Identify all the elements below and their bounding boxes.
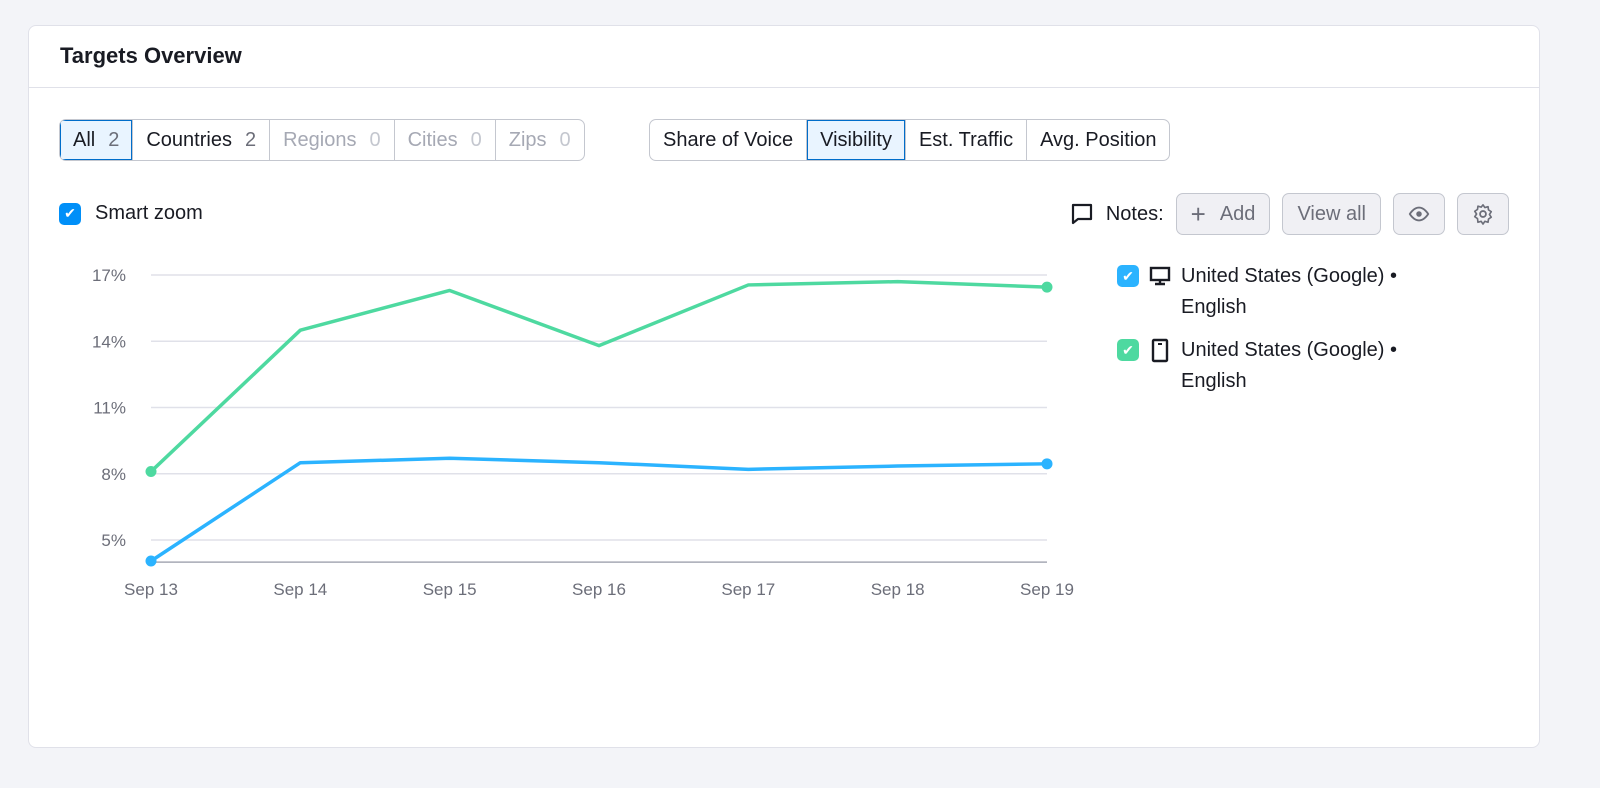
y-tick-label: 11% xyxy=(93,399,126,418)
smart-zoom-label: Smart zoom xyxy=(95,202,203,224)
x-tick-label: Sep 19 xyxy=(1020,580,1074,599)
settings-button[interactable] xyxy=(1457,193,1509,235)
x-tick-label: Sep 18 xyxy=(871,580,925,599)
checkbox-checked-icon: ✔ xyxy=(59,202,81,225)
x-tick-label: Sep 13 xyxy=(124,580,178,599)
data-point-mobile xyxy=(145,466,157,478)
y-tick-label: 17% xyxy=(92,266,126,285)
desktop-icon xyxy=(1149,266,1171,286)
tab-visibility[interactable]: Visibility xyxy=(807,120,906,160)
tab-count: 0 xyxy=(559,128,571,151)
tab-avg-position[interactable]: Avg. Position xyxy=(1040,128,1157,151)
legend-item-desktop[interactable]: ✔ United States (Google) • English xyxy=(1117,261,1441,323)
plus-icon: + xyxy=(1190,198,1206,229)
tab-count: 2 xyxy=(108,128,120,151)
tab-all[interactable]: All 2 xyxy=(60,120,134,160)
tab-label: Cities xyxy=(407,128,458,151)
add-note-button[interactable]: + Add xyxy=(1175,193,1271,235)
tab-countries[interactable]: Countries 2 xyxy=(133,120,271,160)
tab-est-traffic[interactable]: Est. Traffic xyxy=(906,120,1028,160)
y-tick-label: 5% xyxy=(101,531,126,550)
series-line-desktop xyxy=(150,456,1048,563)
x-tick-label: Sep 14 xyxy=(273,580,327,599)
tab-count: 2 xyxy=(244,128,257,151)
tab-count: 0 xyxy=(369,128,381,151)
x-tick-label: Sep 17 xyxy=(721,580,775,599)
card-title: Targets Overview xyxy=(60,43,242,68)
targets-overview-card: Targets Overview xyxy=(28,25,1540,748)
tab-label: Zips xyxy=(508,128,547,151)
x-tick-label: Sep 15 xyxy=(423,580,477,599)
legend-item-mobile[interactable]: ✔ United States (Google) • English xyxy=(1117,335,1441,397)
tab-regions[interactable]: Regions 0 xyxy=(270,120,395,160)
tab-label: All xyxy=(73,128,96,151)
comment-icon xyxy=(1071,203,1092,225)
tab-cities[interactable]: Cities 0 xyxy=(395,120,496,160)
view-all-notes-button[interactable]: View all xyxy=(1282,193,1381,235)
data-point-mobile xyxy=(1041,281,1053,293)
add-label: Add xyxy=(1219,202,1256,225)
notes-toolbar: Notes: + Add View all xyxy=(1070,193,1509,235)
metric-tabs: Share of Voice Visibility Est. Traffic A… xyxy=(649,119,1171,161)
tab-label: Regions xyxy=(283,128,357,151)
series-line-mobile xyxy=(149,279,1048,473)
tab-count: 0 xyxy=(470,128,482,151)
smart-zoom-checkbox[interactable]: ✔ Smart zoom xyxy=(59,202,203,225)
legend-label: United States (Google) • English xyxy=(1181,265,1397,318)
y-tick-label: 8% xyxy=(101,465,126,484)
eye-icon xyxy=(1408,206,1430,222)
visibility-line-chart: 5% 8% 11% 14% 17% Sep 13 Sep 14 Sep 15 Sep 16 Sep… xyxy=(92,266,1074,599)
y-tick-label: 14% xyxy=(92,332,126,351)
checkbox-checked-icon: ✔ xyxy=(1117,265,1139,287)
data-point-desktop xyxy=(145,555,157,567)
gear-icon xyxy=(1473,204,1493,225)
checkbox-checked-icon: ✔ xyxy=(1117,339,1139,361)
toggle-notes-visibility-button[interactable] xyxy=(1393,193,1445,235)
mobile-icon xyxy=(1151,338,1169,363)
location-tabs: All 2 Countries 2 Regions 0 Cities 0 Zips 0 xyxy=(59,119,585,161)
legend-label: United States (Google) • English xyxy=(1181,339,1397,392)
x-tick-label: Sep 16 xyxy=(572,580,626,599)
data-point-desktop xyxy=(1041,458,1053,470)
chart-legend: ✔ United States (Google) • English ✔ Uni… xyxy=(1117,261,1441,409)
notes-label: Notes: xyxy=(1105,202,1164,225)
tab-share-of-voice[interactable]: Share of Voice xyxy=(650,120,808,160)
tab-zips[interactable]: Zips 0 xyxy=(496,120,584,160)
tab-label: Countries xyxy=(146,128,232,151)
